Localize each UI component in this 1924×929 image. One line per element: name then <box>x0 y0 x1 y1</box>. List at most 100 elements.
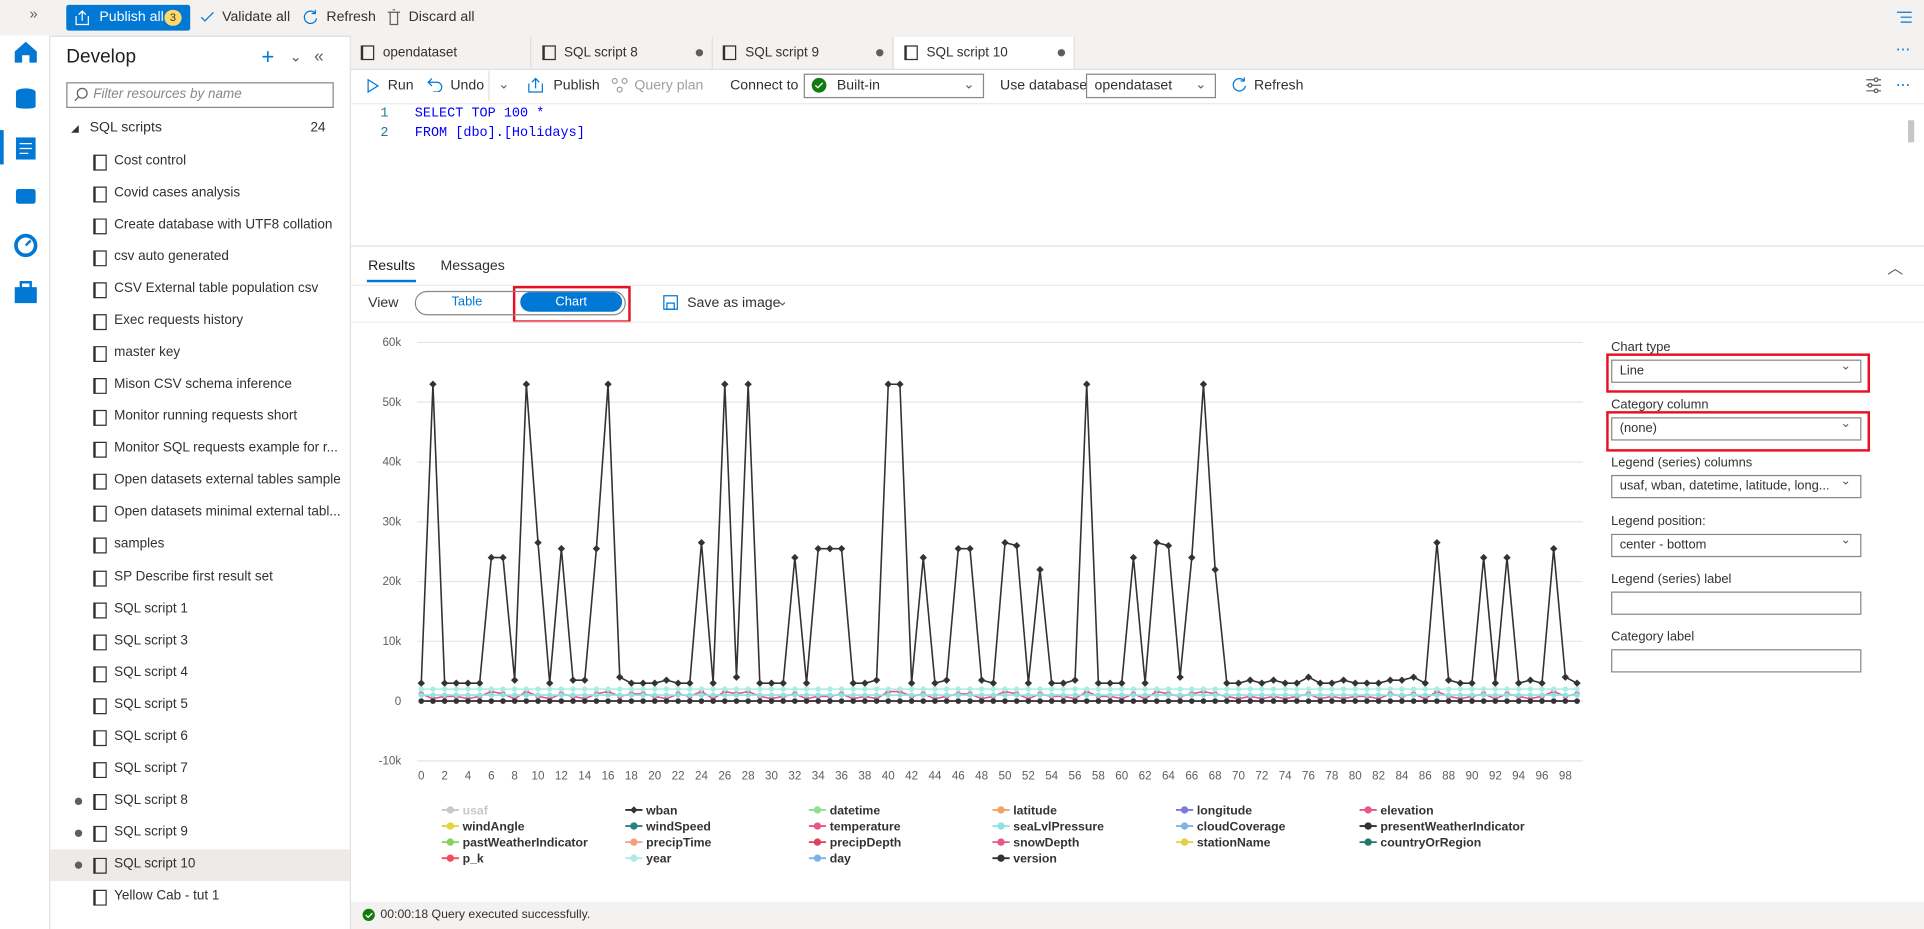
script-item[interactable]: SP Describe first result set <box>114 568 273 584</box>
x-tick-label: 86 <box>1419 769 1432 782</box>
search-box[interactable] <box>66 82 334 108</box>
chevron: ⌄ <box>963 77 975 93</box>
script-item[interactable]: Monitor running requests short <box>114 409 298 424</box>
search-icon <box>74 87 88 102</box>
section-caret[interactable]: ◢ <box>71 122 79 134</box>
view-option[interactable]: Chart <box>520 292 623 312</box>
tab[interactable] <box>532 36 713 69</box>
add-button[interactable]: + <box>261 44 275 69</box>
script-item[interactable]: Yellow Cab - tut 1 <box>114 888 220 904</box>
more[interactable]: ⋯ <box>1895 76 1911 94</box>
script-icon <box>93 665 107 682</box>
refresh[interactable]: Refresh <box>326 9 376 25</box>
data-icon[interactable] <box>15 87 37 112</box>
query-plan[interactable]: Query plan <box>634 78 704 94</box>
publish-count: 3 <box>164 9 182 26</box>
legend-label: version <box>1013 851 1057 865</box>
point <box>453 698 460 704</box>
setting-box[interactable] <box>1611 475 1862 499</box>
script-item[interactable]: Monitor SQL requests example for r... <box>114 441 338 456</box>
script-item[interactable]: csv auto generated <box>114 249 229 264</box>
validate-all[interactable]: Validate all <box>222 9 291 25</box>
script-item[interactable]: Open datasets external tables sample <box>114 472 341 488</box>
setting-value: (none) <box>1619 421 1657 436</box>
menu-icon[interactable] <box>1896 11 1913 26</box>
tab[interactable] <box>350 36 532 69</box>
expand[interactable]: » <box>29 4 38 23</box>
save-as-image[interactable]: Save as image <box>687 295 781 311</box>
script-item[interactable]: SQL script 1 <box>114 600 188 616</box>
section-count: 24 <box>310 120 326 135</box>
point <box>1048 686 1055 692</box>
collapse-results[interactable]: ︿ <box>1887 258 1904 278</box>
legend-label: precipDepth <box>830 835 902 849</box>
view-option[interactable]: Table <box>451 294 483 310</box>
collapse-panel[interactable]: « <box>314 45 324 66</box>
section-title[interactable]: SQL scripts <box>89 120 162 135</box>
legend-symbol <box>1364 806 1372 814</box>
discard-all[interactable]: Discard all <box>408 9 475 25</box>
script-item[interactable]: SQL script 4 <box>114 664 188 680</box>
script-item[interactable]: SQL script 3 <box>114 632 188 648</box>
point <box>1036 565 1044 574</box>
script-item[interactable]: SQL script 7 <box>114 760 188 776</box>
setting-box[interactable] <box>1611 533 1862 557</box>
setting-box[interactable] <box>1611 591 1862 615</box>
x-tick-label: 70 <box>1232 769 1245 782</box>
properties-icon[interactable] <box>1865 77 1882 94</box>
point <box>1060 686 1067 692</box>
script-item[interactable]: Cost control <box>114 153 187 169</box>
script-item[interactable]: Covid cases analysis <box>114 185 241 201</box>
point <box>908 686 915 692</box>
script-item[interactable]: Exec requests history <box>114 313 244 328</box>
setting-box[interactable] <box>1611 417 1862 441</box>
manage-icon[interactable] <box>13 281 38 306</box>
script-item[interactable]: SQL script 8 <box>114 792 188 808</box>
script-item[interactable]: SQL script 9 <box>114 824 188 840</box>
point <box>990 692 997 698</box>
point <box>418 698 424 704</box>
script-item[interactable]: SQL script 5 <box>114 696 188 712</box>
home-icon[interactable] <box>12 39 39 64</box>
point <box>510 676 519 684</box>
script-item[interactable]: CSV External table population csv <box>114 281 319 296</box>
point <box>885 686 891 692</box>
develop-icon[interactable] <box>15 136 37 161</box>
publish[interactable]: Publish <box>553 78 600 94</box>
setting-value: Line <box>1619 363 1645 378</box>
setting-box[interactable] <box>1611 359 1862 383</box>
script-item[interactable]: Open datasets minimal external tabl... <box>114 504 341 520</box>
point <box>757 698 763 704</box>
results-tab[interactable]: Results <box>368 258 416 274</box>
point <box>1457 686 1464 692</box>
setting-box[interactable] <box>1611 649 1862 673</box>
code-line: SELECT TOP 100 * <box>414 106 545 122</box>
highlight <box>1606 411 1871 452</box>
point <box>429 380 437 388</box>
point <box>500 686 506 692</box>
undo[interactable]: Undo <box>450 78 485 94</box>
script-item[interactable]: SQL script 10 <box>114 856 196 872</box>
script-item[interactable]: Mison CSV schema inference <box>114 377 292 392</box>
script-item[interactable]: SQL script 6 <box>114 728 188 744</box>
script-item[interactable]: master key <box>114 345 181 360</box>
script-item[interactable]: Create database with UTF8 collation <box>114 217 333 233</box>
point <box>1317 692 1323 698</box>
more[interactable]: ⋯ <box>1895 40 1911 58</box>
script-item[interactable]: samples <box>114 536 165 552</box>
tab[interactable] <box>713 36 894 69</box>
point <box>1211 565 1219 574</box>
integrate-icon[interactable] <box>12 185 39 207</box>
point <box>1410 692 1417 698</box>
refresh[interactable]: Refresh <box>1254 78 1304 94</box>
monitor-icon[interactable] <box>13 233 38 258</box>
database-dropdown[interactable] <box>1085 73 1216 99</box>
collapse-all[interactable]: ⌄ <box>289 47 302 66</box>
point <box>1013 698 1020 704</box>
connection-dropdown[interactable] <box>803 73 985 99</box>
undo-menu[interactable]: ⌄ <box>498 77 510 93</box>
tab[interactable] <box>894 36 1076 69</box>
point <box>1177 692 1183 698</box>
messages-tab[interactable]: Messages <box>440 258 505 274</box>
run[interactable]: Run <box>387 78 414 94</box>
